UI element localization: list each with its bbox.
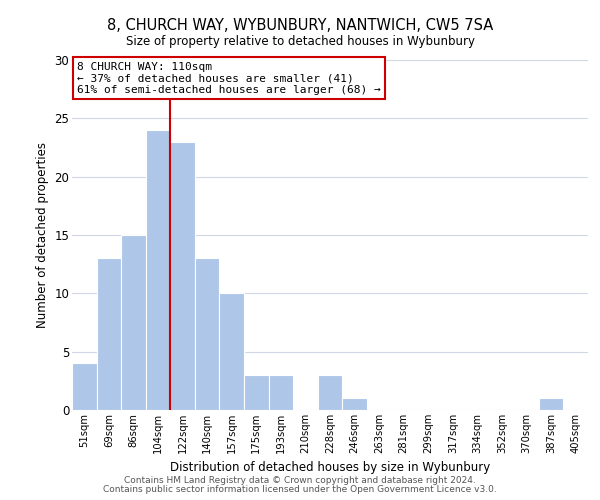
Text: Contains public sector information licensed under the Open Government Licence v3: Contains public sector information licen…: [103, 485, 497, 494]
Bar: [146, 130, 170, 410]
Text: Size of property relative to detached houses in Wybunbury: Size of property relative to detached ho…: [125, 35, 475, 48]
Bar: [220, 294, 244, 410]
Text: Contains HM Land Registry data © Crown copyright and database right 2024.: Contains HM Land Registry data © Crown c…: [124, 476, 476, 485]
X-axis label: Distribution of detached houses by size in Wybunbury: Distribution of detached houses by size …: [170, 462, 490, 474]
Bar: [269, 375, 293, 410]
Bar: [97, 258, 121, 410]
Text: 8 CHURCH WAY: 110sqm
← 37% of detached houses are smaller (41)
61% of semi-detac: 8 CHURCH WAY: 110sqm ← 37% of detached h…: [77, 62, 381, 95]
Bar: [195, 258, 220, 410]
Y-axis label: Number of detached properties: Number of detached properties: [36, 142, 49, 328]
Text: 8, CHURCH WAY, WYBUNBURY, NANTWICH, CW5 7SA: 8, CHURCH WAY, WYBUNBURY, NANTWICH, CW5 …: [107, 18, 493, 32]
Bar: [72, 364, 97, 410]
Bar: [244, 375, 269, 410]
Bar: [318, 375, 342, 410]
Bar: [342, 398, 367, 410]
Bar: [170, 142, 195, 410]
Bar: [539, 398, 563, 410]
Bar: [121, 235, 146, 410]
